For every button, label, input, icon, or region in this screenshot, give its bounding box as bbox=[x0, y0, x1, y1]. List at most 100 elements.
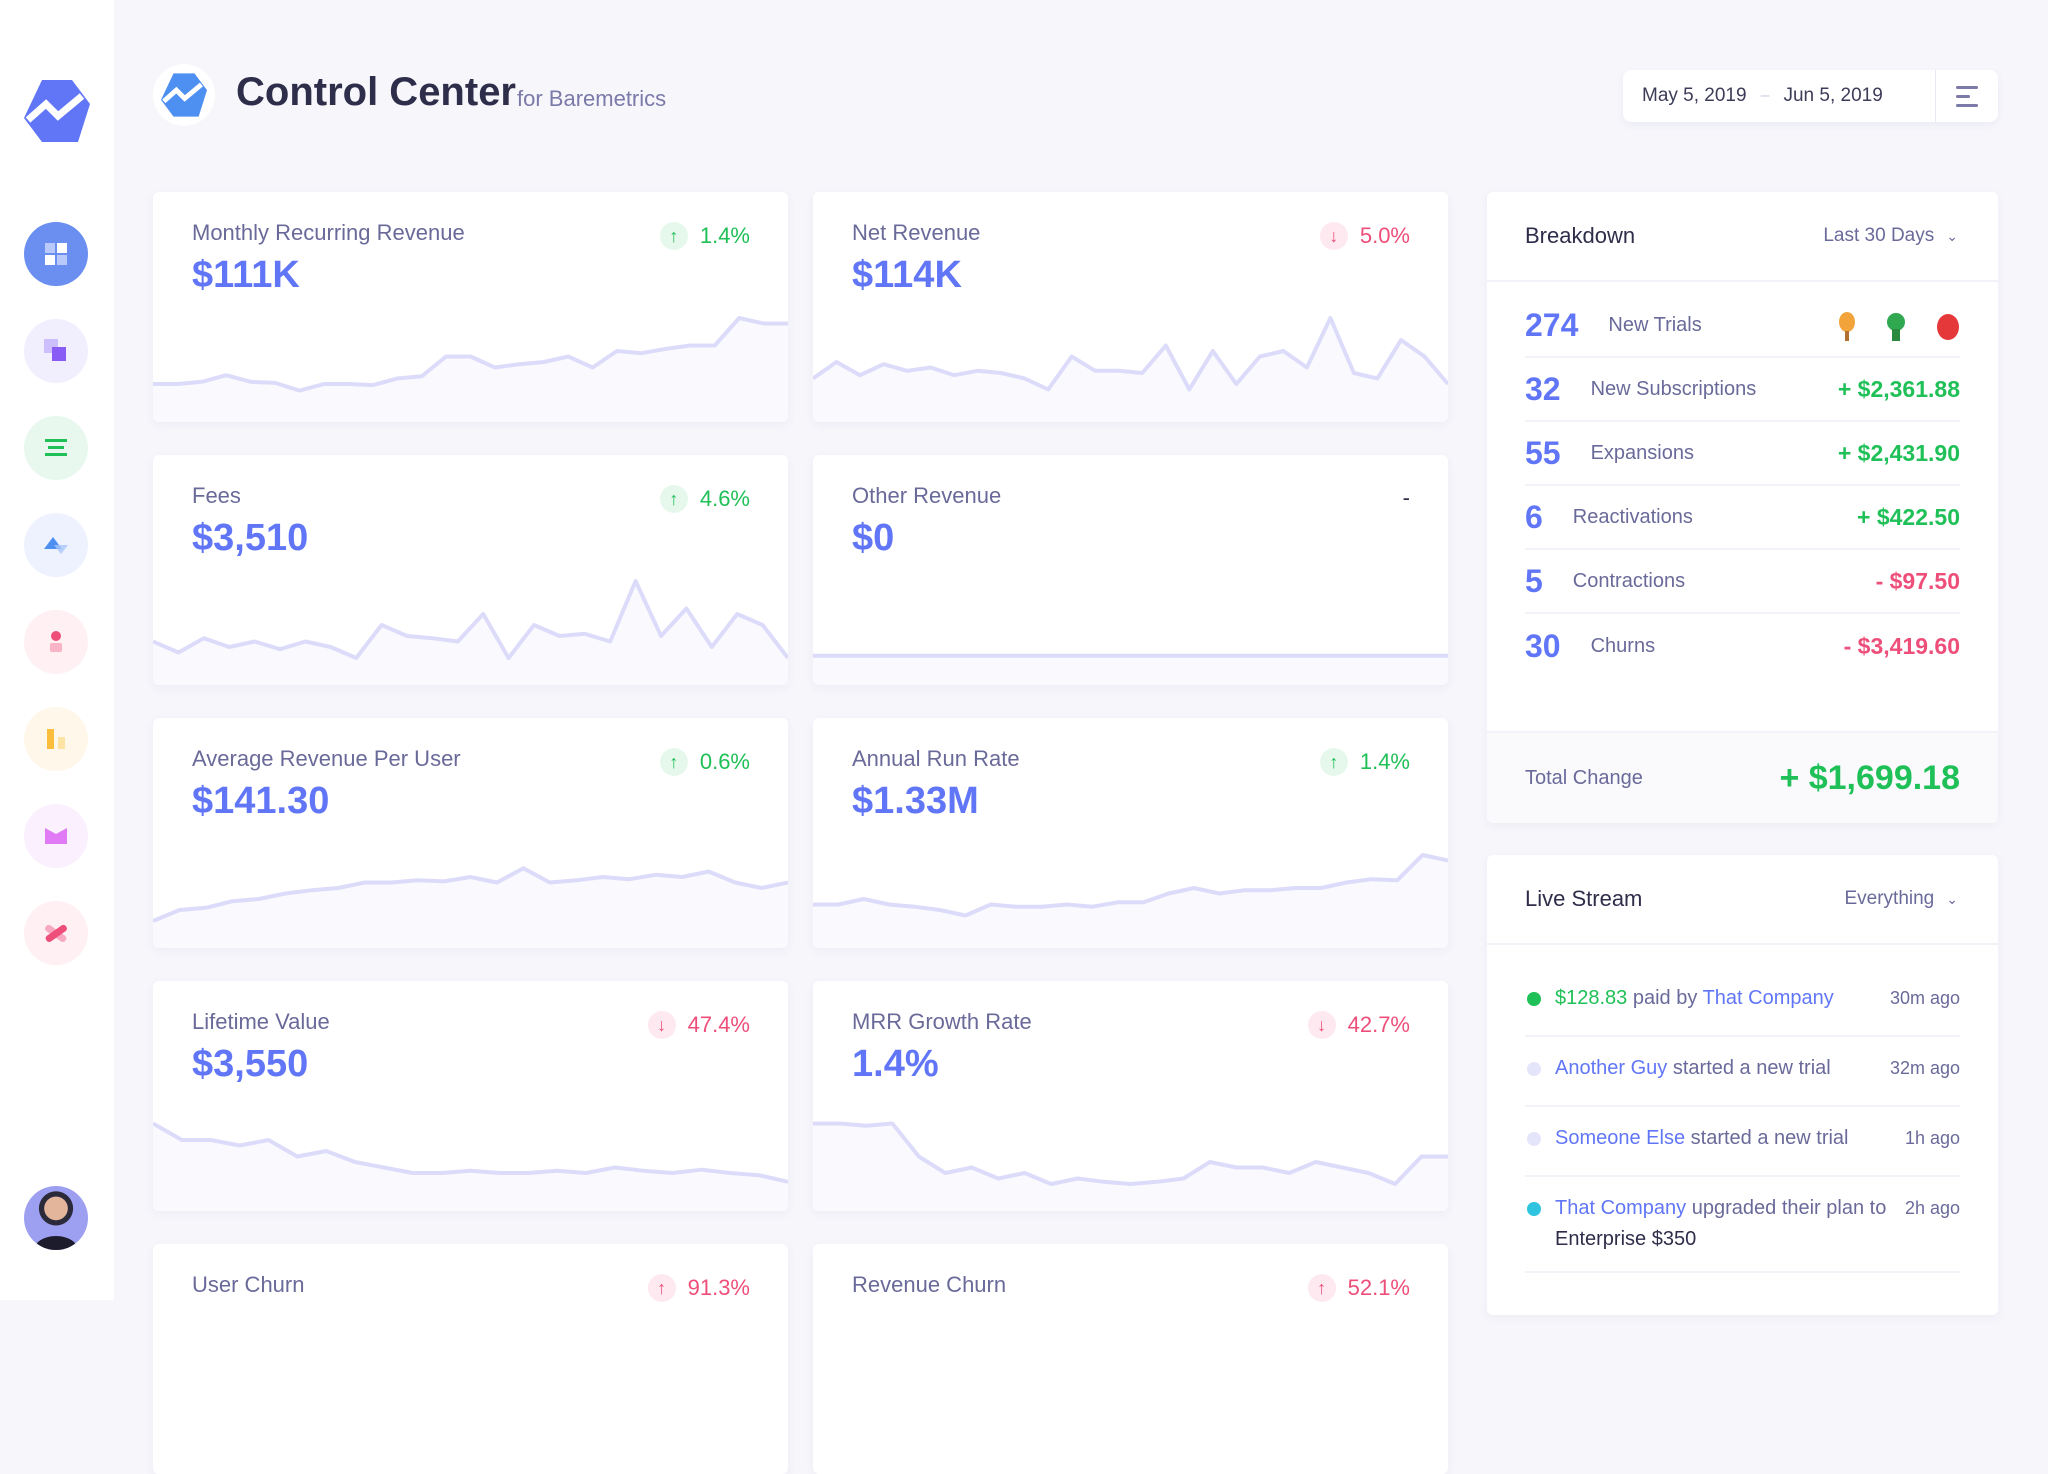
change-value: 42.7% bbox=[1347, 1012, 1410, 1037]
breakdown-label: New Trials bbox=[1608, 313, 1702, 336]
trial-avatars bbox=[1838, 309, 1960, 341]
sparkline-area bbox=[813, 655, 1448, 685]
sidebar-item-mail[interactable] bbox=[24, 804, 88, 868]
change-value: 1.4% bbox=[699, 223, 750, 248]
live-stream-event[interactable]: $128.83 paid by That Company 30m ago bbox=[1525, 967, 1960, 1037]
live-stream-filter-dropdown[interactable]: Everything ⌄ bbox=[1844, 888, 1958, 910]
red-avatar-icon bbox=[1937, 314, 1959, 340]
live-stream-event[interactable]: Someone Else started a new trial 1h ago bbox=[1525, 1107, 1960, 1177]
filter-label: Everything bbox=[1844, 888, 1935, 909]
sparkline-line bbox=[813, 1121, 1448, 1186]
event-time: 32m ago bbox=[1889, 1058, 1960, 1078]
metric-title: Lifetime Value bbox=[192, 1009, 330, 1034]
change-badge: ↑ 91.3% bbox=[647, 1274, 750, 1302]
metric-title: Average Revenue Per User bbox=[192, 746, 461, 771]
event-text: upgraded their plan to bbox=[1691, 1197, 1887, 1219]
change-badge: ↓ 47.4% bbox=[647, 1011, 750, 1039]
arrow-down-icon: ↓ bbox=[1307, 1011, 1336, 1039]
status-dot-icon bbox=[1527, 1062, 1541, 1076]
event-text: started a new trial bbox=[1690, 1127, 1849, 1149]
metric-card[interactable]: Other Revenue $0 - bbox=[813, 455, 1448, 685]
date-end[interactable]: Jun 5, 2019 bbox=[1783, 85, 1883, 106]
breakdown-count: 55 bbox=[1525, 434, 1561, 471]
sidebar-item-dashboard-grid[interactable] bbox=[24, 222, 88, 286]
metric-card[interactable]: MRR Growth Rate 1.4% ↓ 42.7% bbox=[813, 981, 1448, 1211]
metric-title: Fees bbox=[192, 483, 241, 508]
total-change-value: + $1,699.18 bbox=[1779, 758, 1960, 797]
metric-card[interactable]: User Churn ↑ 91.3% bbox=[153, 1244, 788, 1474]
metric-card[interactable]: Annual Run Rate $1.33M ↑ 1.4% bbox=[813, 718, 1448, 948]
breakdown-amount: - $97.50 bbox=[1875, 567, 1960, 594]
chevron-down-icon: ⌄ bbox=[1946, 891, 1958, 907]
mail-icon bbox=[45, 828, 67, 844]
breakdown-row[interactable]: 30 Churns - $3,419.60 bbox=[1525, 614, 1960, 678]
change-badge: - bbox=[1403, 485, 1410, 511]
arrow-up-icon: ↑ bbox=[647, 1274, 676, 1302]
breakdown-count: 5 bbox=[1525, 562, 1543, 599]
sparkline-chart bbox=[153, 1121, 788, 1211]
date-separator: – bbox=[1760, 87, 1770, 104]
breakdown-row[interactable]: 5 Contractions - $97.50 bbox=[1525, 550, 1960, 614]
event-text: paid by bbox=[1632, 987, 1698, 1009]
app-logo-icon bbox=[153, 64, 215, 126]
metric-card[interactable]: Fees $3,510 ↑ 4.6% bbox=[153, 455, 788, 685]
metric-card[interactable]: Lifetime Value $3,550 ↓ 47.4% bbox=[153, 981, 788, 1211]
live-stream-event[interactable]: Another Guy started a new trial 32m ago bbox=[1525, 1037, 1960, 1107]
change-value: 91.3% bbox=[687, 1275, 750, 1300]
sparkline-line bbox=[153, 579, 788, 660]
total-change-label: Total Change bbox=[1525, 766, 1643, 789]
sidebar-item-cancel[interactable] bbox=[24, 901, 88, 965]
sparkline-line bbox=[153, 316, 788, 393]
metric-card[interactable]: Monthly Recurring Revenue $111K ↑ 1.4% bbox=[153, 192, 788, 422]
sparkline-chart bbox=[813, 853, 1448, 948]
sparkline-area bbox=[153, 868, 788, 948]
sparkline-chart bbox=[813, 1354, 1448, 1474]
breakdown-row[interactable]: 55 Expansions + $2,431.90 bbox=[1525, 422, 1960, 486]
date-start[interactable]: May 5, 2019 bbox=[1642, 85, 1747, 106]
metric-title: Revenue Churn bbox=[852, 1272, 1007, 1297]
change-badge: ↓ 42.7% bbox=[1307, 1011, 1410, 1039]
page-subtitle: for Baremetrics bbox=[517, 86, 667, 111]
breakdown-row[interactable]: 6 Reactivations + $422.50 bbox=[1525, 486, 1960, 550]
segments-icon bbox=[44, 537, 68, 554]
baremetrics-logo-icon[interactable] bbox=[24, 80, 90, 142]
metric-value: $111K bbox=[192, 254, 300, 296]
sidebar-item-bar-chart[interactable] bbox=[24, 707, 88, 771]
breakdown-title: Breakdown bbox=[1525, 223, 1636, 248]
metric-value: $1.33M bbox=[852, 780, 979, 822]
breakdown-row[interactable]: 32 New Subscriptions + $2,361.88 bbox=[1525, 358, 1960, 422]
breakdown-amount: - $3,419.60 bbox=[1843, 632, 1960, 659]
orange-avatar-icon bbox=[1839, 312, 1855, 341]
bar-chart-icon bbox=[47, 729, 65, 749]
sidebar-item-list[interactable] bbox=[24, 416, 88, 480]
sidebar-item-layers[interactable] bbox=[24, 319, 88, 383]
customer-link[interactable]: That Company bbox=[1555, 1197, 1687, 1219]
customer-link[interactable]: Someone Else bbox=[1555, 1127, 1686, 1149]
metric-card[interactable]: Net Revenue $114K ↓ 5.0% bbox=[813, 192, 1448, 422]
sparkline-area bbox=[813, 318, 1448, 422]
metric-value: 1.4% bbox=[852, 1043, 939, 1085]
sparkline-line bbox=[813, 853, 1448, 918]
breakdown-row[interactable]: 274 New Trials bbox=[1525, 294, 1960, 358]
metric-title: User Churn bbox=[192, 1272, 305, 1297]
breakdown-range-dropdown[interactable]: Last 30 Days ⌄ bbox=[1823, 225, 1958, 247]
change-value: 47.4% bbox=[687, 1012, 750, 1037]
date-range-picker[interactable]: May 5, 2019 – Jun 5, 2019 bbox=[1623, 70, 1998, 122]
breakdown-count: 30 bbox=[1525, 627, 1561, 664]
metric-value: $141.30 bbox=[192, 780, 330, 822]
event-time: 1h ago bbox=[1904, 1128, 1960, 1148]
sidebar-item-customer[interactable] bbox=[24, 610, 88, 674]
sidebar-item-segments[interactable] bbox=[24, 513, 88, 577]
menu-icon[interactable] bbox=[1935, 70, 1998, 122]
live-stream-event[interactable]: That Company upgraded their plan to Ente… bbox=[1525, 1177, 1960, 1273]
customer-link[interactable]: Another Guy bbox=[1555, 1057, 1668, 1079]
breakdown-label: Reactivations bbox=[1572, 505, 1693, 528]
customer-link[interactable]: That Company bbox=[1702, 987, 1834, 1009]
user-avatar[interactable] bbox=[24, 1186, 88, 1250]
metric-card[interactable]: Average Revenue Per User $141.30 ↑ 0.6% bbox=[153, 718, 788, 948]
change-badge: ↑ 0.6% bbox=[659, 748, 750, 776]
arrow-down-icon: ↓ bbox=[647, 1011, 676, 1039]
metric-card[interactable]: Revenue Churn ↑ 52.1% bbox=[813, 1244, 1448, 1474]
event-text: started a new trial bbox=[1672, 1057, 1831, 1079]
sparkline-chart bbox=[813, 1121, 1448, 1211]
